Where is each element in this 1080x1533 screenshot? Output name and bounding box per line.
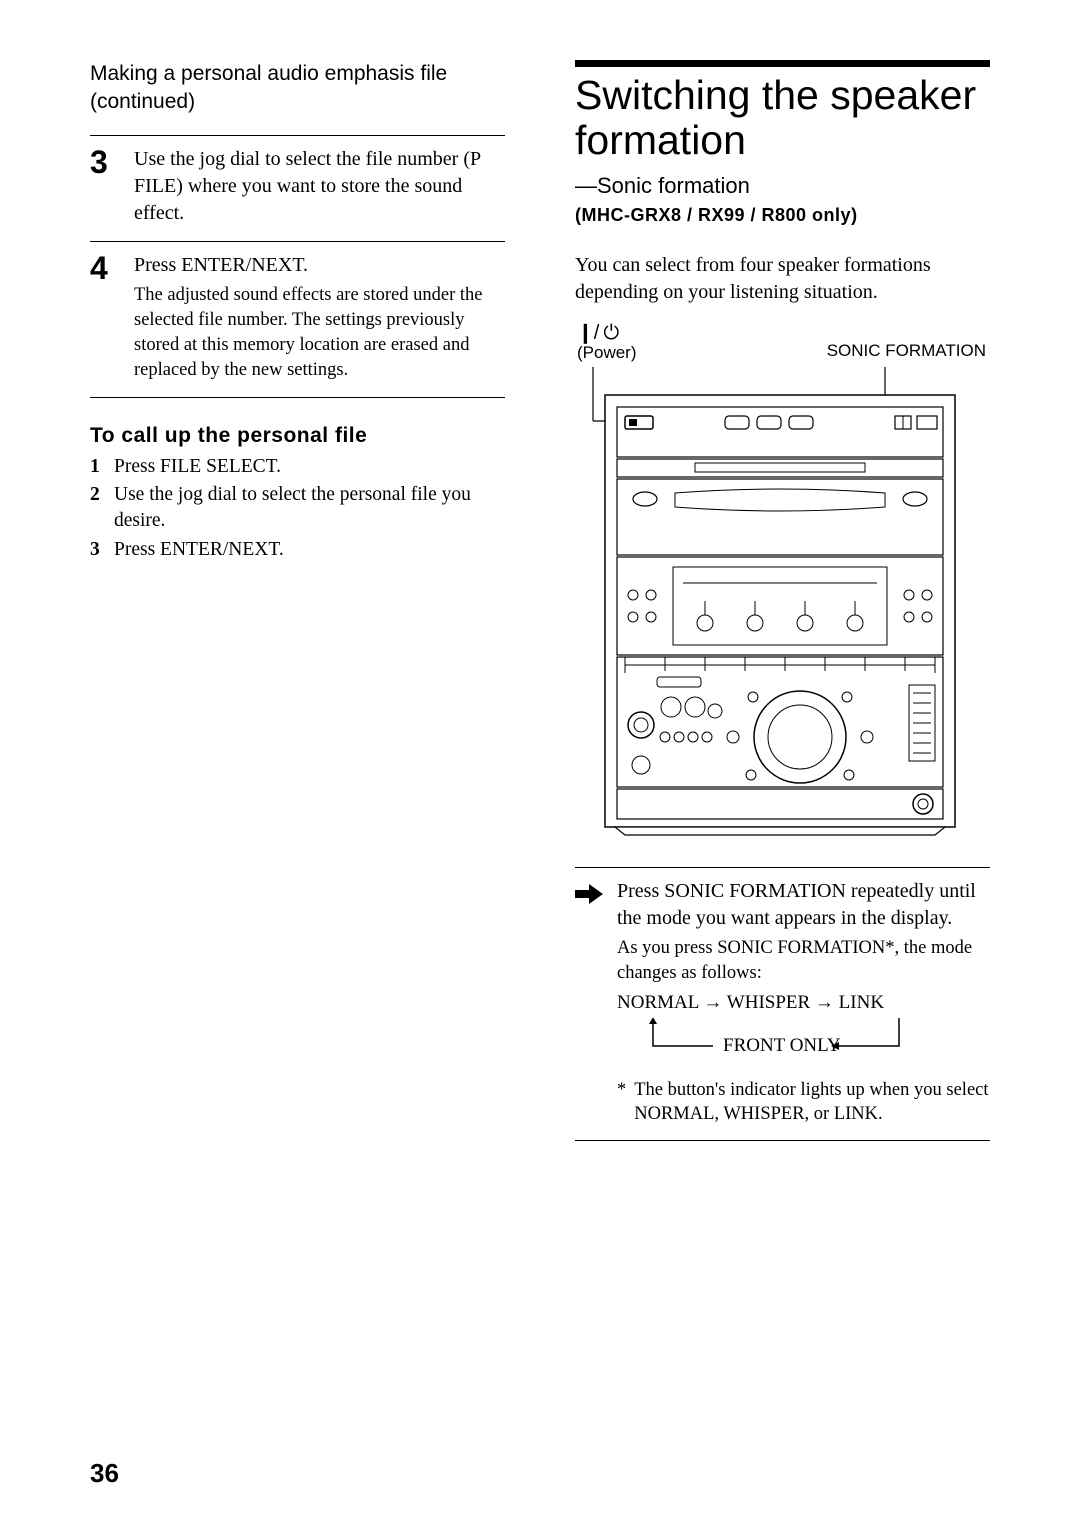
callup-heading: To call up the personal file (90, 424, 505, 448)
item-text: Use the jog dial to select the personal … (114, 482, 505, 535)
item-number: 1 (90, 454, 104, 480)
divider (575, 1140, 990, 1141)
section-subtitle: —Sonic formation (575, 173, 990, 199)
step-subtext: The adjusted sound effects are stored un… (134, 283, 505, 383)
diagram-labels: ❙/ ⏻ (Power) SONIC FORMATION (575, 322, 990, 363)
sonic-formation-label: SONIC FORMATION (827, 341, 986, 363)
stereo-diagram (575, 367, 985, 837)
list-item: 2 Use the jog dial to select the persona… (90, 482, 505, 535)
right-column: Switching the speaker formation —Sonic f… (575, 60, 990, 1151)
step-number: 3 (90, 146, 116, 227)
page-number: 36 (90, 1458, 119, 1489)
continued-header: Making a personal audio emphasis file (c… (90, 60, 505, 117)
step-text: Press ENTER/NEXT. (134, 252, 505, 279)
list-item: 3 Press ENTER/NEXT. (90, 537, 505, 563)
footnote-text: The button's indicator lights up when yo… (634, 1078, 990, 1126)
section-title: Switching the speaker formation (575, 73, 990, 163)
arrow-sub-text: As you press SONIC FORMATION*, the mode … (617, 936, 990, 986)
power-label: ❙/ ⏻ (Power) (577, 322, 637, 363)
footnote: * The button's indicator lights up when … (617, 1078, 990, 1126)
step-4: 4 Press ENTER/NEXT. The adjusted sound e… (90, 252, 505, 383)
item-number: 2 (90, 482, 104, 535)
arrow-right-icon (575, 884, 603, 904)
list-item: 1 Press FILE SELECT. (90, 454, 505, 480)
item-text: Press FILE SELECT. (114, 454, 281, 480)
heading-bar (575, 60, 990, 67)
arrow-step: Press SONIC FORMATION repeatedly until t… (575, 878, 990, 1126)
divider (575, 867, 990, 868)
intro-text: You can select from four speaker formati… (575, 252, 990, 306)
step-text: Use the jog dial to select the file numb… (134, 146, 505, 227)
flow-loop-diagram: FRONT ONLY (637, 1018, 927, 1072)
item-number: 3 (90, 537, 104, 563)
divider (90, 397, 505, 398)
divider (90, 241, 505, 242)
callup-list: 1 Press FILE SELECT. 2 Use the jog dial … (90, 454, 505, 563)
footnote-star: * (617, 1078, 626, 1126)
item-text: Press ENTER/NEXT. (114, 537, 284, 563)
step-3: 3 Use the jog dial to select the file nu… (90, 146, 505, 227)
power-text: (Power) (577, 344, 637, 363)
step-number: 4 (90, 252, 116, 383)
svg-text:FRONT ONLY: FRONT ONLY (723, 1035, 841, 1056)
power-symbol: ❙/ (577, 322, 599, 344)
mode-flow-text: NORMAL → WHISPER → LINK (617, 992, 990, 1014)
model-list: (MHC-GRX8 / RX99 / R800 only) (575, 205, 990, 226)
left-column: Making a personal audio emphasis file (c… (90, 60, 505, 1151)
arrow-main-text: Press SONIC FORMATION repeatedly until t… (617, 878, 990, 932)
power-icon: ⏻ (603, 322, 619, 344)
divider (90, 135, 505, 136)
